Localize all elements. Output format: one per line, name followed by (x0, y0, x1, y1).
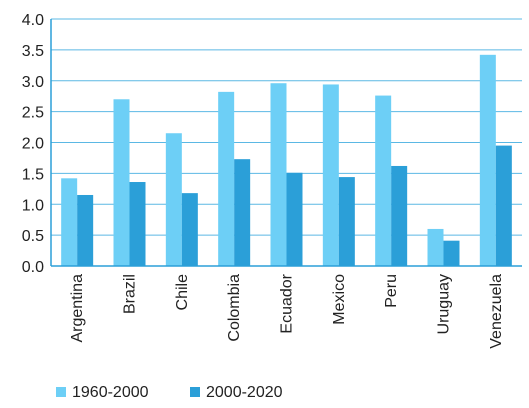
legend-swatch (56, 387, 66, 397)
y-tick-label: 0.5 (22, 228, 44, 245)
y-tick-label: 3.5 (22, 43, 44, 60)
bar-1960-2000-ecuador (270, 83, 287, 266)
bar-2000-2020-venezuela (495, 145, 512, 266)
legend: 1960-2000 2000-2020 (56, 384, 283, 401)
bar-2000-2020-uruguay (443, 240, 460, 266)
bar-2000-2020-brazil (129, 182, 146, 266)
legend-label: 2000-2020 (206, 384, 283, 401)
bar-1960-2000-colombia (218, 91, 235, 267)
x-axis-labels: Argentina Brazil Chile Colombia Ecuador Mexic… (69, 273, 505, 348)
y-tick-label: 1.5 (22, 166, 44, 183)
y-tick-label: 2.5 (22, 105, 44, 122)
bar-2000-2020-chile (181, 193, 198, 266)
y-tick-label: 2.0 (22, 136, 44, 153)
y-tick-label: 0.0 (22, 259, 44, 276)
x-category-label: Colombia (226, 274, 243, 342)
y-tick-label: 1.0 (22, 197, 44, 214)
y-axis-ticks: 0.0 0.5 1.0 1.5 2.0 2.5 3.0 3.5 4.0 (22, 12, 44, 276)
bar-2000-2020-argentina (77, 194, 94, 266)
bar-1960-2000-brazil (113, 99, 130, 267)
x-category-label: Brazil (122, 274, 139, 314)
y-tick-label: 4.0 (22, 12, 44, 29)
bar-2000-2020-ecuador (286, 172, 303, 266)
bar-2000-2020-colombia (234, 159, 251, 266)
bar-2000-2020-mexico (338, 177, 355, 266)
bar-1960-2000-uruguay (427, 228, 444, 266)
x-category-label: Venezuela (488, 274, 505, 349)
bar-1960-2000-argentina (61, 178, 78, 266)
axes (50, 19, 522, 267)
x-category-label: Peru (383, 274, 400, 308)
x-category-label: Uruguay (436, 274, 453, 334)
bar-1960-2000-chile (165, 133, 182, 266)
bar-2000-2020-peru (391, 165, 408, 266)
bar-1960-2000-mexico (322, 84, 339, 266)
x-category-label: Mexico (331, 274, 348, 325)
legend-label: 1960-2000 (72, 384, 149, 401)
bars (61, 54, 512, 267)
bar-1960-2000-peru (375, 95, 392, 266)
bar-1960-2000-venezuela (479, 54, 496, 266)
x-category-label: Argentina (69, 274, 86, 343)
y-tick-label: 3.0 (22, 74, 44, 91)
x-category-label: Chile (174, 274, 191, 311)
legend-swatch (190, 387, 200, 397)
x-category-label: Ecuador (279, 273, 296, 333)
